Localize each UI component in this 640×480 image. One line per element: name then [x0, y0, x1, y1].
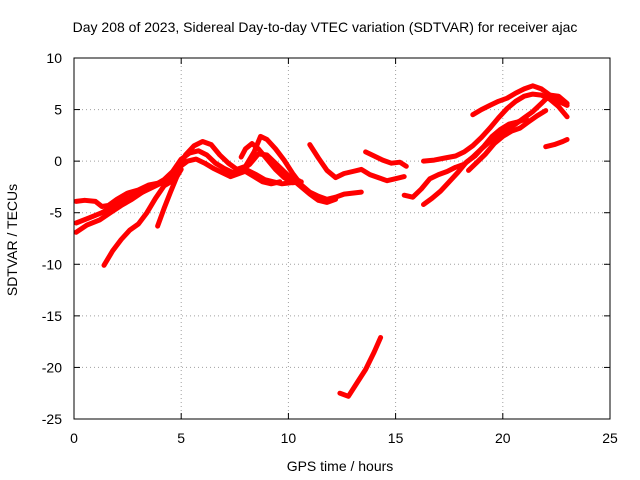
series-line-arc-14 [470, 83, 570, 118]
series-line-arc-15 [466, 108, 549, 173]
series-line-arc-3 [73, 156, 302, 226]
y-tick-label: 10 [46, 50, 62, 66]
series-line-arc-9 [337, 335, 384, 399]
y-tick-label: -25 [42, 411, 62, 427]
y-tick-labels: -25 -20 -15 -10 -5 0 5 10 [42, 50, 62, 427]
series-line-arc-8 [307, 142, 407, 184]
y-axis-label: SDTVAR / TECUs [4, 184, 20, 296]
series-line-arc-16 [543, 137, 570, 150]
plot-frame [73, 57, 611, 420]
x-tick-label: 20 [495, 430, 511, 446]
grid-lines [74, 58, 610, 419]
x-axis-label: GPS time / hours [287, 458, 394, 474]
series-line-arc-6 [238, 141, 304, 186]
x-tick-label: 15 [388, 430, 404, 446]
y-tick-label: 0 [54, 153, 62, 169]
series-line-arc-4 [101, 178, 176, 268]
series-line-arc-13 [421, 91, 570, 164]
axis-ticks [73, 57, 611, 420]
series-line-arc-10 [363, 149, 409, 169]
x-tick-label: 10 [281, 430, 297, 446]
y-tick-label: -15 [42, 308, 62, 324]
series-line-arc-12 [421, 116, 529, 207]
x-tick-labels: 0 5 10 15 20 25 [70, 430, 618, 446]
y-tick-label: -10 [42, 256, 62, 272]
x-tick-label: 0 [70, 430, 78, 446]
series-line-arc-7 [234, 167, 283, 187]
y-tick-label: -20 [42, 359, 62, 375]
chart-title: Day 208 of 2023, Sidereal Day-to-day VTE… [73, 19, 578, 35]
y-tick-label: 5 [54, 102, 62, 118]
data-series-group [73, 83, 570, 399]
y-tick-label: -5 [50, 205, 63, 221]
x-tick-label: 25 [602, 430, 618, 446]
x-tick-label: 5 [177, 430, 185, 446]
series-line-arc-5 [155, 166, 184, 229]
